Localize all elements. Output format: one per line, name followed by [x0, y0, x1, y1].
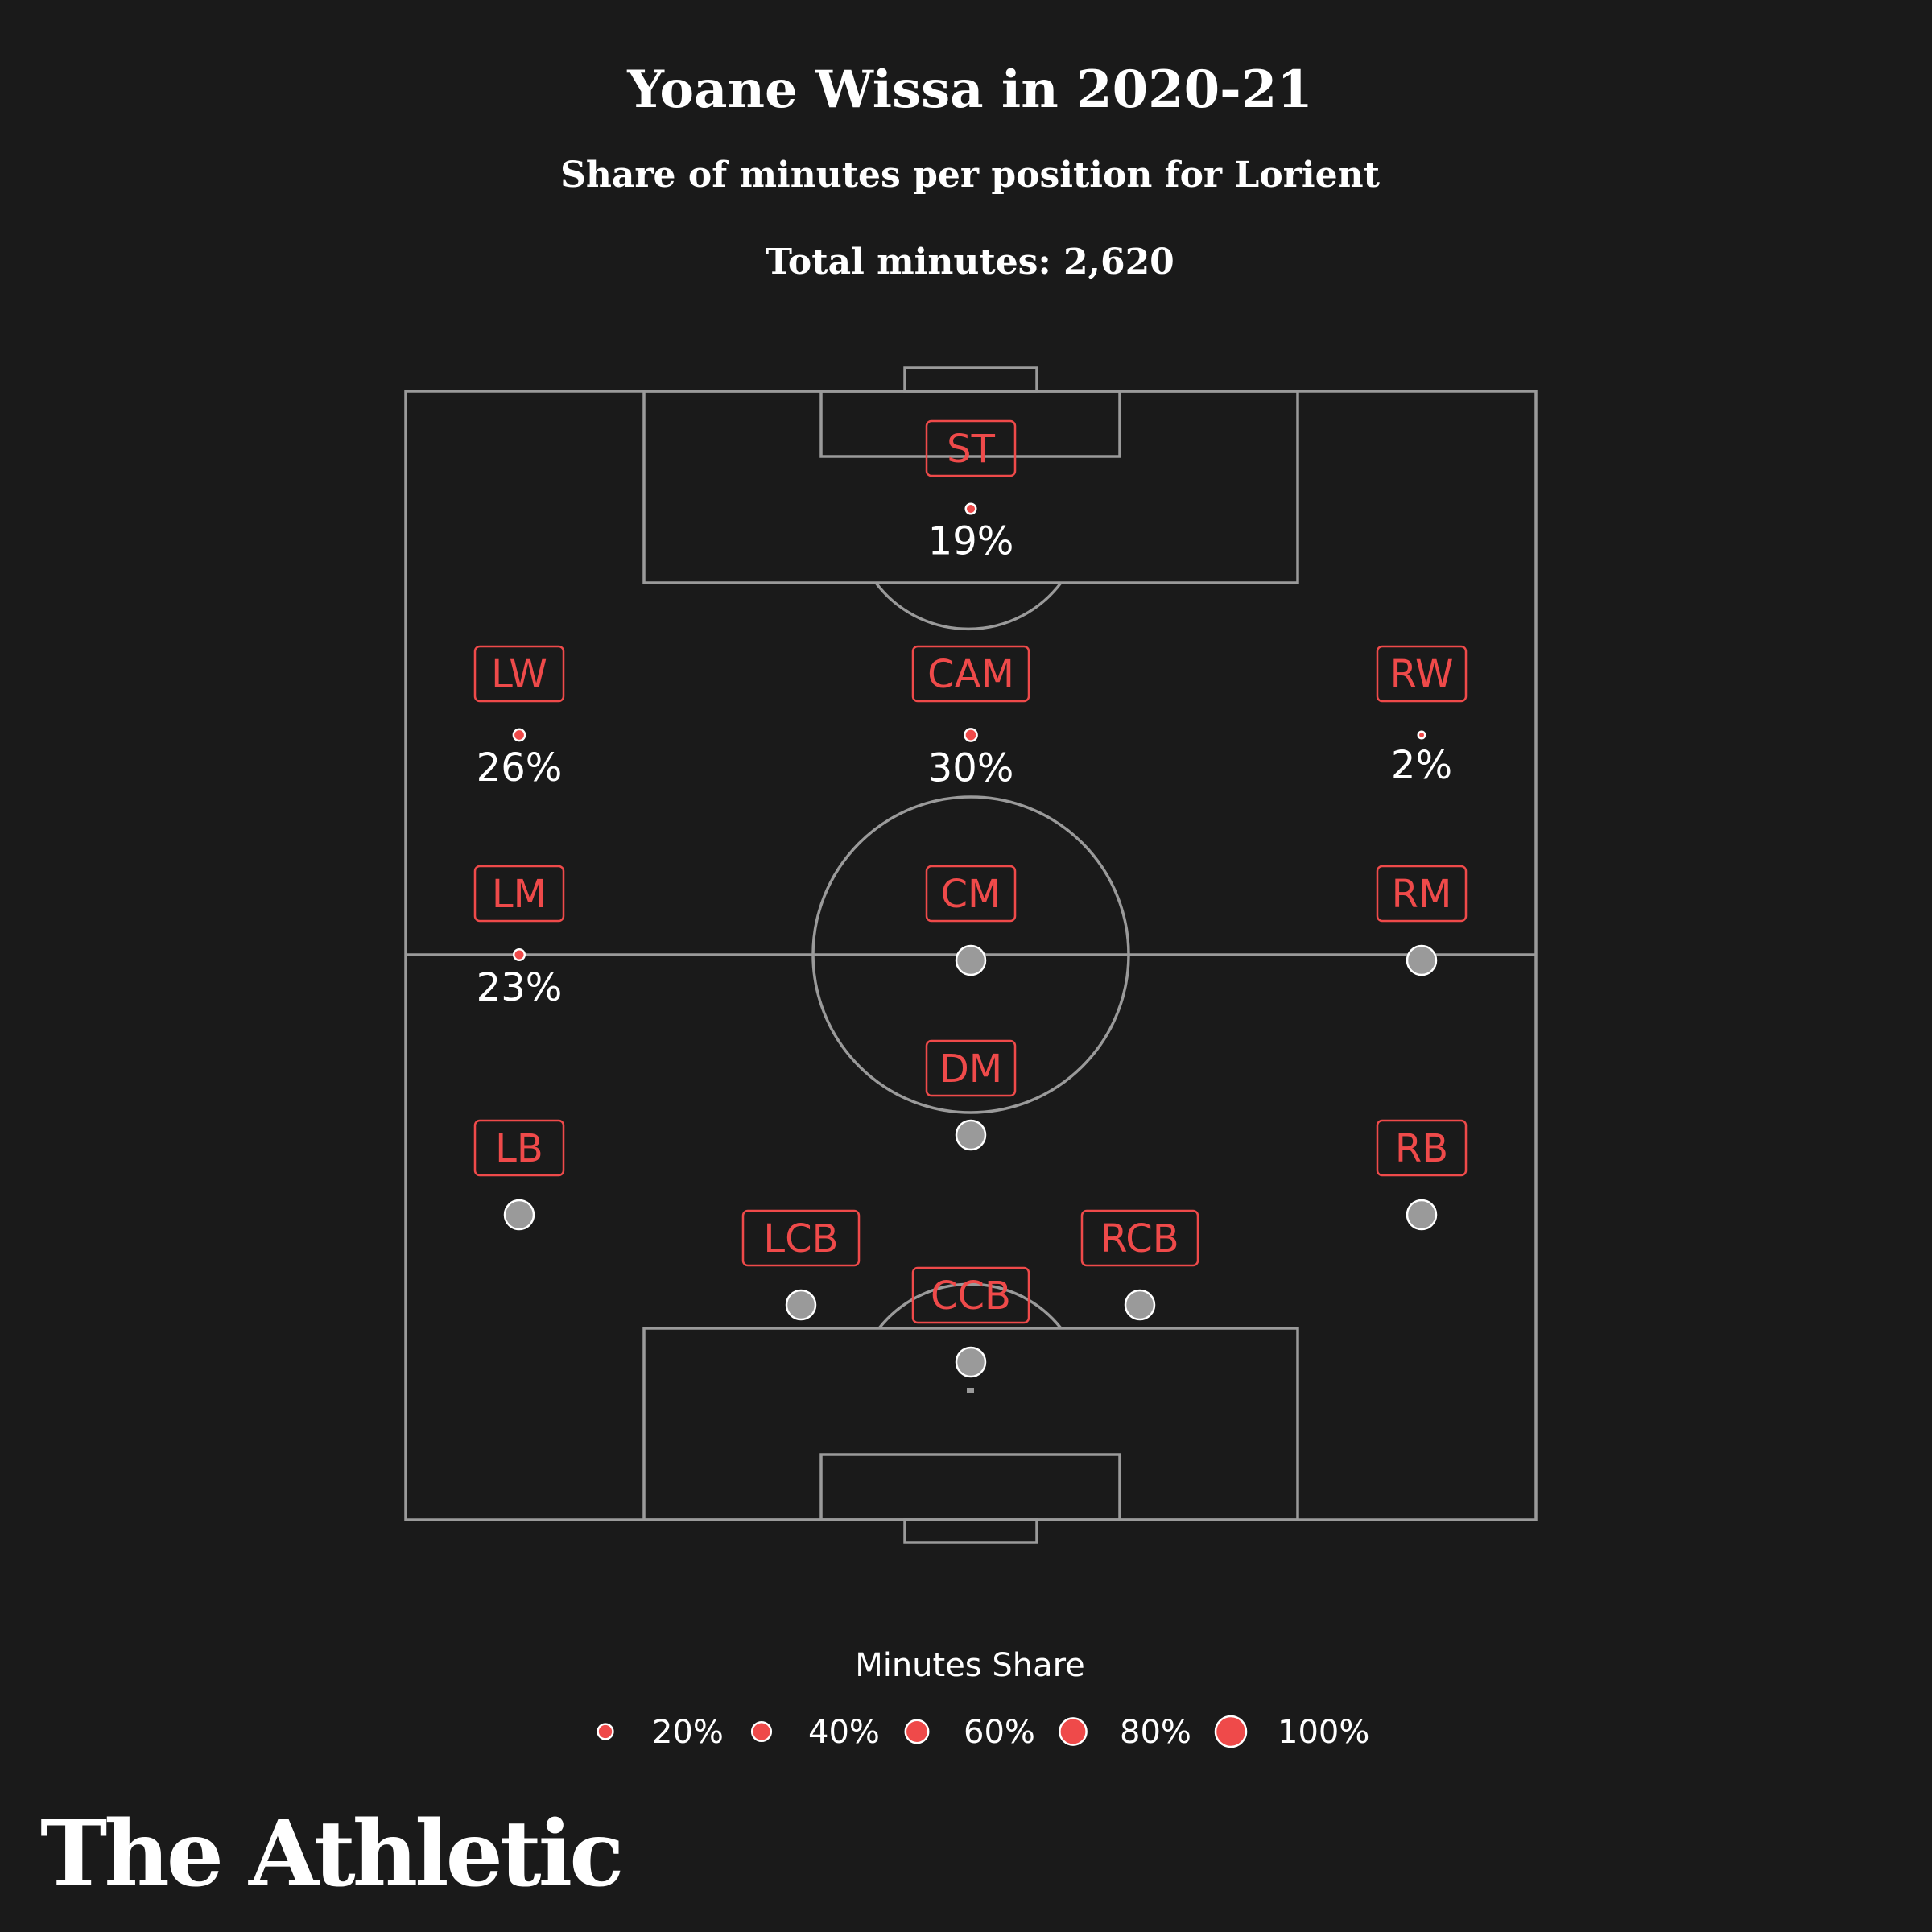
- legend-label-20: 20%: [652, 1714, 724, 1751]
- position-label-rw: RW: [1390, 652, 1454, 697]
- position-box-lw: [473, 645, 565, 703]
- position-dot-lm: [512, 947, 526, 962]
- position-box-cam: [911, 645, 1030, 703]
- position-share-st: 19%: [928, 518, 1014, 564]
- position-label-lb: LB: [495, 1126, 543, 1171]
- position-label-rm: RM: [1392, 872, 1452, 917]
- position-label-ccb: CCB: [931, 1274, 1011, 1319]
- position-box-rb: [1376, 1119, 1468, 1177]
- position-box-dm: [925, 1039, 1017, 1097]
- position-share-lm: 23%: [477, 965, 563, 1010]
- positions-layer: ST 19% LW 26% CAM 30% RW 2% LM 23% CM RM DM LB RB LCB RC…: [473, 419, 1468, 1378]
- position-label-rcb: RCB: [1100, 1216, 1179, 1261]
- penalty-spot: [967, 1388, 974, 1393]
- position-dot-rcb: [1124, 1289, 1156, 1321]
- center-circle: [811, 795, 1130, 1114]
- position-dot-cam: [964, 728, 978, 742]
- position-label-dm: DM: [939, 1046, 1002, 1092]
- brand-logo: The Athletic: [40, 1802, 621, 1907]
- legend-label-60: 60%: [964, 1714, 1035, 1751]
- bottom-six-yard-box: [819, 1453, 1121, 1521]
- position-share-rw: 2%: [1391, 743, 1452, 788]
- position-dot-lb: [503, 1199, 535, 1231]
- chart-title: Yoane Wissa in 2020-21: [626, 60, 1313, 120]
- position-label-cm: CM: [941, 872, 1001, 917]
- position-share-lw: 26%: [477, 745, 563, 791]
- position-dot-rw: [1417, 730, 1426, 740]
- pitch: [404, 366, 1538, 1544]
- legend-dot-100: [1214, 1715, 1248, 1748]
- legend: Minutes Share 20% 40% 60% 80% 100%: [597, 1647, 1369, 1751]
- legend-dot-80: [1059, 1717, 1088, 1746]
- position-label-lm: LM: [492, 872, 547, 917]
- legend-title: Minutes Share: [855, 1647, 1085, 1684]
- position-dot-rb: [1406, 1199, 1438, 1231]
- position-dot-rm: [1406, 944, 1438, 976]
- legend-dot-40: [750, 1720, 773, 1743]
- position-box-rw: [1376, 645, 1468, 703]
- bottom-penalty-arc: [877, 1282, 1063, 1330]
- legend-dot-60: [904, 1719, 930, 1744]
- position-label-st: ST: [947, 427, 995, 472]
- position-label-lcb: LCB: [763, 1216, 838, 1261]
- legend-label-40: 40%: [808, 1714, 880, 1751]
- position-share-cam: 30%: [928, 746, 1014, 791]
- position-box-rm: [1376, 865, 1468, 923]
- position-label-cam: CAM: [927, 652, 1014, 697]
- chart-subtitle: Share of minutes per position for Lorien…: [560, 155, 1381, 196]
- position-dot-st: [964, 502, 977, 515]
- position-box-st: [925, 419, 1017, 477]
- position-box-rcb: [1080, 1209, 1199, 1267]
- position-box-lb: [473, 1119, 565, 1177]
- position-box-lcb: [741, 1209, 861, 1267]
- position-dot-lw: [512, 728, 526, 742]
- position-box-lm: [473, 865, 565, 923]
- position-dot-lcb: [785, 1289, 817, 1321]
- top-penalty-arc: [874, 581, 1063, 630]
- legend-label-100: 100%: [1278, 1714, 1369, 1751]
- legend-dot-20: [597, 1723, 614, 1740]
- position-dot-dm: [955, 1119, 987, 1151]
- top-goal: [903, 366, 1038, 393]
- top-six-yard-box: [819, 390, 1121, 458]
- position-label-rb: RB: [1395, 1126, 1448, 1171]
- position-box-ccb: [911, 1266, 1030, 1324]
- legend-label-80: 80%: [1120, 1714, 1191, 1751]
- position-dot-ccb: [955, 1346, 987, 1378]
- position-label-lw: LW: [491, 652, 547, 697]
- total-minutes: Total minutes: 2,620: [766, 242, 1174, 283]
- bottom-goal: [903, 1518, 1038, 1544]
- position-dot-cm: [955, 944, 987, 976]
- position-box-cm: [925, 865, 1017, 923]
